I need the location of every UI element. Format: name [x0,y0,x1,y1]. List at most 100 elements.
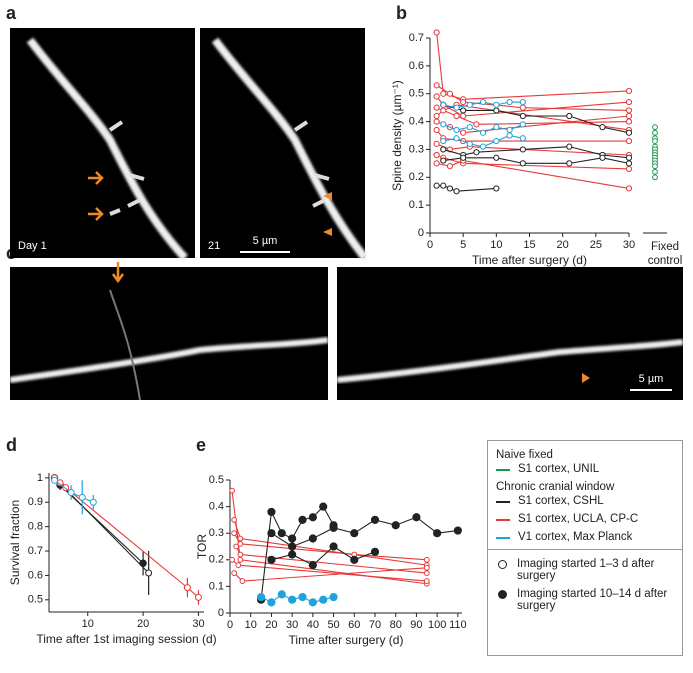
data-point [493,154,500,161]
data-point [350,555,359,564]
data-point [466,140,473,147]
data-point [493,185,500,192]
y-tick-label: 0 [218,607,224,619]
legend-divider [488,549,682,550]
data-point [308,513,317,522]
data-point [231,530,238,537]
data-point [308,534,317,543]
data-point [519,135,526,142]
legend-label: Imaging started 10–14 d after surgery [517,588,668,612]
data-point [237,540,244,547]
x-tick-label: 25 [590,239,602,251]
data-point [625,129,633,136]
y-tick-label: 0.5 [209,474,224,486]
y-tick-label: 0.4 [209,501,224,513]
data-point [493,101,500,108]
dendrite [9,337,329,383]
arrow [88,171,104,221]
data-point [78,493,86,501]
x-tick-label: 70 [369,619,381,631]
data-point [423,556,430,563]
y-axis-label: TOR [195,534,209,559]
y-tick-label: 0.6 [28,569,43,581]
data-point [194,593,202,601]
data-point [479,143,487,150]
data-point [460,98,467,106]
data-point [625,160,633,167]
data-point [370,547,380,556]
data-point [433,112,440,120]
legend-row: S1 cortex, CSHL [496,495,674,507]
y-tick-label: 0.8 [28,521,43,533]
x-tick-label: 100 [428,619,446,631]
data-point [256,592,266,602]
y-axis-label: Survival fraction [8,500,22,585]
data-point [370,515,380,525]
y-tick-label: 0.6 [409,60,424,72]
data-point [391,521,400,530]
data-point [433,529,442,538]
data-point [277,529,286,538]
data-point [479,98,487,106]
y-axis-label: Spine density (µm⁻¹) [390,80,404,191]
data-point [466,124,473,131]
data-point [566,160,573,167]
data-point [440,182,447,189]
legend-marker [498,590,507,599]
data-point [519,112,526,120]
x-tick-label: 10 [490,239,502,251]
data-point [350,529,359,538]
data-point [460,107,467,114]
data-point [453,126,460,134]
data-point [319,502,328,511]
x-tick-label: 30 [623,239,635,251]
data-point [433,126,440,134]
data-point [466,101,473,108]
x-tick-label: 10 [82,618,94,630]
x-axis-label: Time after surgery (d) [289,633,404,647]
y-tick-label: 0.7 [28,545,43,557]
legend: Naive fixed S1 cortex, UNIL Chronic cran… [487,440,683,656]
control-point [652,124,658,131]
legend-row: V1 cortex, Max Planck [496,531,674,543]
data-point [288,542,297,551]
series-line [260,505,335,600]
legend-swatch [496,519,510,521]
panel-letter: e [196,435,206,455]
data-point [229,487,235,494]
series-line [436,107,630,125]
data-point [423,570,430,576]
scale-label: 5 µm [253,235,278,247]
legend-group: Chronic cranial window [496,481,615,493]
y-tick-label: 0.5 [28,594,43,606]
data-point [433,118,440,125]
micrograph [10,267,328,400]
data-point [319,595,328,604]
data-point [625,118,633,125]
legend-row: S1 cortex, UNIL [496,463,674,475]
control-point [652,129,658,136]
series-line [436,160,630,189]
spine [108,120,145,216]
data-point [625,137,633,145]
data-point [625,185,633,192]
data-point [237,535,244,542]
data-point [453,526,462,535]
data-point [267,529,276,538]
data-point [506,98,513,106]
data-point [329,542,338,551]
data-point [433,93,440,100]
x-tick-label: 20 [265,619,277,631]
y-tick-label: 0 [418,227,424,239]
panel-letter: b [396,3,407,23]
data-point [493,137,500,145]
x-tick-label: 10 [245,619,257,631]
x-tick-label: 15 [523,239,535,251]
data-point [519,146,526,153]
micrograph [10,28,195,258]
legend-row: S1 cortex, UCLA, CP-C [496,513,674,525]
data-point [145,569,153,577]
data-point [625,154,633,161]
data-point [308,598,317,607]
